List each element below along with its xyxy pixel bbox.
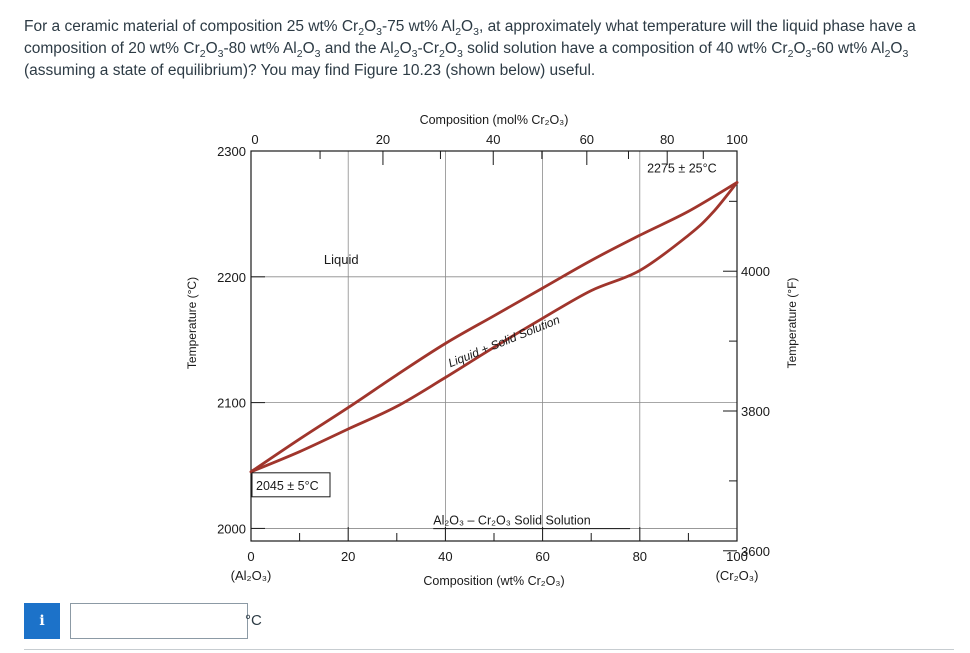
- x-top-axis-title: Composition (mol% Cr₂O₃): [420, 113, 569, 127]
- y-left-tick-label: 2100: [217, 396, 246, 411]
- solid-solution-region-label: Al₂O₃ – Cr₂O₃ Solid Solution: [433, 514, 590, 528]
- phase-curves: [249, 181, 739, 474]
- x-top-tick-label: 80: [660, 132, 674, 147]
- axis-ticks: [251, 151, 737, 552]
- x-top-tick-label: 40: [486, 132, 500, 147]
- info-icon[interactable]: i: [24, 603, 60, 639]
- temperature-answer-input[interactable]: [70, 603, 248, 639]
- region-annotations: Liquid Liquid + Solid Solution Al₂O₃ – Cr₂…: [251, 161, 717, 530]
- x-top-tick-label: 20: [376, 132, 390, 147]
- right-melting-point-label: 2275 ± 25°C: [647, 161, 717, 175]
- liquidus-curve: [249, 181, 739, 474]
- x-bottom-tick-label: 0: [247, 549, 254, 564]
- left-melt-label-box: [251, 472, 331, 498]
- y-right-tick-label: 4000: [741, 264, 770, 279]
- y-right-axis-title: Temperature (°F): [785, 278, 799, 369]
- x-top-tick-label: 0: [251, 132, 258, 147]
- x-bottom-tick-label: 80: [633, 549, 647, 564]
- answer-unit: °C: [245, 612, 262, 629]
- solidus-curve: [249, 181, 739, 474]
- axis-labels: 0 20 40 60 80 100 0 20 40 60 80 100 2000 2100 2200 2300…: [185, 113, 799, 588]
- y-left-axis-title: Temperature (°C): [185, 277, 199, 369]
- x-top-tick-label: 60: [580, 132, 594, 147]
- x-right-end-label: (Cr₂O₃): [716, 568, 759, 583]
- divider: [24, 649, 954, 650]
- liquid-region-label: Liquid: [324, 252, 359, 267]
- y-right-tick-label: 3800: [741, 404, 770, 419]
- left-melting-point-label: 2045 ± 5°C: [256, 479, 319, 493]
- y-left-tick-label: 2200: [217, 270, 246, 285]
- chart-grid: [251, 151, 737, 541]
- y-left-tick-label: 2000: [217, 521, 246, 536]
- two-phase-region-label: Liquid + Solid Solution: [446, 312, 562, 370]
- x-bottom-tick-label: 60: [535, 549, 549, 564]
- x-bottom-tick-label: 20: [341, 549, 355, 564]
- y-right-tick-label: 3600: [741, 544, 770, 559]
- x-left-end-label: (Al₂O₃): [231, 568, 272, 583]
- phase-diagram-chart: 0 20 40 60 80 100 0 20 40 60 80 100 2000 2100 2200 2300…: [185, 113, 799, 588]
- x-top-tick-label: 100: [726, 132, 748, 147]
- x-bottom-tick-label: 40: [438, 549, 452, 564]
- y-left-tick-label: 2300: [217, 144, 246, 159]
- x-bottom-tick-label: 100: [726, 549, 748, 564]
- x-bottom-axis-title: Composition (wt% Cr₂O₃): [423, 574, 564, 588]
- question-text: For a ceramic material of composition 25…: [24, 18, 916, 79]
